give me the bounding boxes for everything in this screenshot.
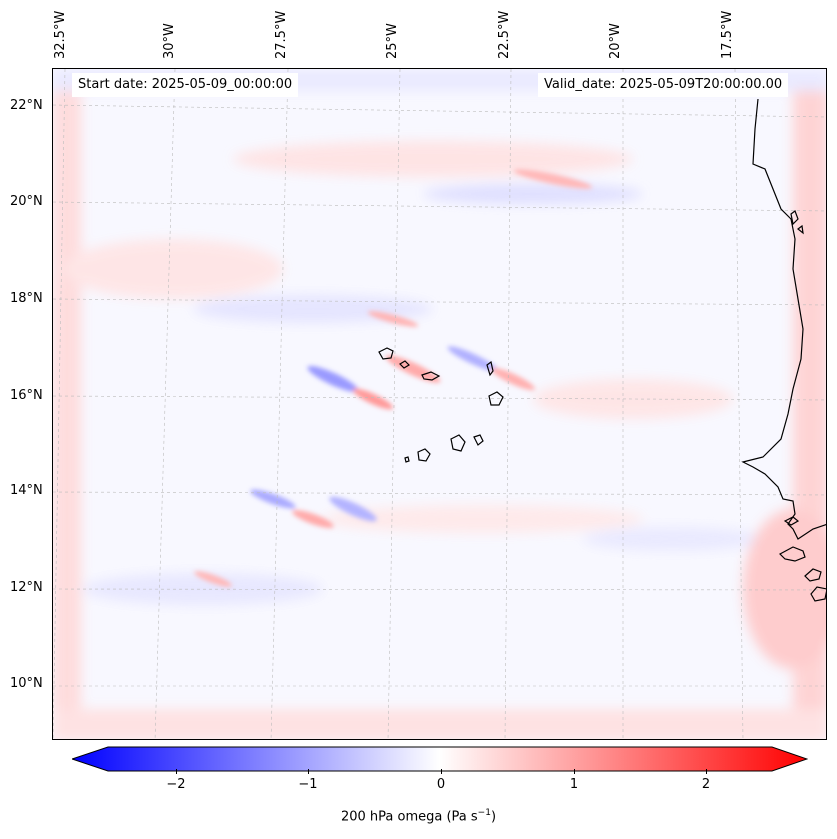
colorbar-tickmark: [441, 769, 442, 774]
valid-date-label: Valid_date: 2025-05-09T20:00:00.00: [538, 73, 789, 97]
colorbar-tick-label: 2: [701, 777, 711, 792]
lon-label-25w: 25°W: [385, 23, 400, 59]
lat-label-10n: 10°N: [10, 676, 43, 691]
colorbar-tickmark: [574, 769, 575, 774]
colorbar-tickmark: [308, 769, 309, 774]
colorbar-label: 200 hPa omega (Pa s−1): [0, 808, 837, 824]
coastline: [741, 98, 826, 602]
colorbar-tickmark: [176, 769, 177, 774]
lat-label-12n: 12°N: [10, 580, 43, 595]
colorbar-tickmark: [706, 769, 707, 774]
colorbar-tick-label: 0: [436, 777, 446, 792]
map-panel: [52, 68, 827, 740]
map-canvas: [53, 69, 826, 739]
lat-label-20n: 20°N: [10, 194, 43, 209]
colorbar-tick-label: 1: [569, 777, 579, 792]
lat-label-16n: 16°N: [10, 388, 43, 403]
colorbar-label-exponent: −1: [477, 808, 491, 818]
omega-field: [53, 69, 826, 739]
colorbar-label-text: 200 hPa omega (Pa s: [340, 809, 478, 825]
colorbar-tick-label: −2: [166, 777, 186, 792]
lat-label-18n: 18°N: [10, 291, 43, 306]
lat-label-14n: 14°N: [10, 483, 43, 498]
colorbar-tick-label: −1: [298, 777, 318, 792]
start-date-label: Start date: 2025-05-09_00:00:00: [72, 73, 299, 97]
lon-label-20w: 20°W: [608, 23, 623, 59]
lon-label-32-5w: 32.5°W: [53, 10, 68, 59]
lat-label-22n: 22°N: [10, 98, 43, 113]
islands: [378, 347, 504, 463]
lon-label-27-5w: 27.5°W: [274, 10, 289, 59]
colorbar: [72, 746, 808, 772]
lon-label-30w: 30°W: [162, 23, 177, 59]
colorbar-label-close: ): [490, 809, 497, 825]
lon-label-22-5w: 22.5°W: [497, 10, 512, 59]
lon-label-17-5w: 17.5°W: [720, 10, 735, 59]
graticule: [53, 69, 826, 739]
